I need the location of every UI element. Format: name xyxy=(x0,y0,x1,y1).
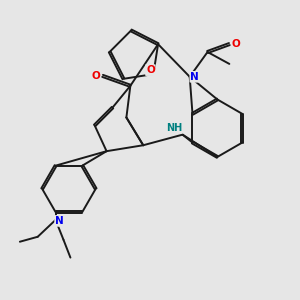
Text: O: O xyxy=(91,71,100,81)
Text: O: O xyxy=(146,65,155,75)
Text: NH: NH xyxy=(167,123,183,133)
Text: O: O xyxy=(232,39,241,49)
Text: N: N xyxy=(190,72,199,82)
Text: N: N xyxy=(55,216,64,226)
